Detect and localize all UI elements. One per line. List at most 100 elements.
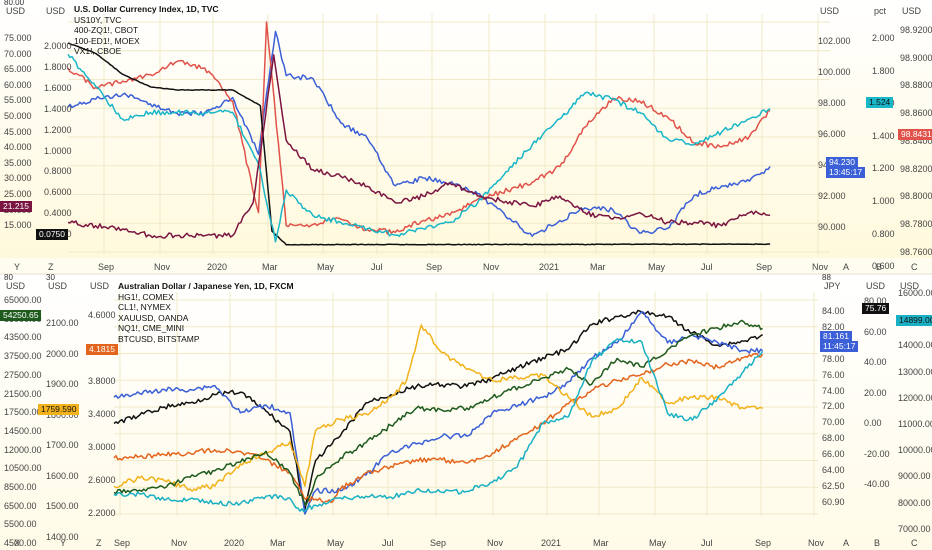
- axis-header-value: 80: [4, 273, 13, 282]
- x-tick-label: Mar: [270, 538, 286, 548]
- y-tick-label: 98.9000: [900, 52, 932, 63]
- y-tick-label: 30.000: [4, 173, 32, 184]
- y-tick-label: 37500.00: [4, 351, 42, 362]
- y-tick-label: 98.8400: [900, 135, 932, 146]
- y-tick-label: 1900.00: [46, 379, 79, 389]
- series-line-hg1-comex: [113, 310, 764, 515]
- y-tick-label: 3.8000: [88, 376, 116, 386]
- y-tick-label: 14000.00: [898, 340, 932, 351]
- y-tick-label: 40.000: [4, 142, 32, 153]
- y-tick-label: 1.0000: [44, 145, 72, 156]
- y-tick-label: -40.00: [864, 479, 890, 489]
- y-tick-label: 102.000: [818, 36, 851, 46]
- y-tick-label: 1.2000: [44, 124, 72, 135]
- series-line-us10y-tvc: [67, 21, 771, 235]
- series-line-u-s-dollar-currency-index-1d-tvc: [67, 30, 771, 237]
- legend-entry: VX1!, CBOE: [74, 46, 122, 56]
- y-tick-label: 0.600: [872, 261, 895, 272]
- axis-unit-label: USD: [46, 6, 66, 16]
- legend-entry: CL1!, NYMEX: [118, 302, 171, 312]
- y-tick-label: 75.000: [4, 33, 32, 43]
- y-tick-label: 98.8800: [900, 80, 932, 91]
- y-tick-label: 0.6000: [44, 187, 72, 198]
- y-tick-label: 2.000: [872, 33, 895, 43]
- axis-footer-letter: A: [843, 538, 850, 548]
- series-line-vx1-cboe: [67, 54, 771, 239]
- y-tick-label: 10000.00: [898, 445, 932, 456]
- axis-unit-label: USD: [902, 6, 922, 16]
- y-tick-label: 98.9200: [900, 25, 932, 35]
- series-line-nq1-cme-mini: [113, 319, 763, 507]
- y-tick-label: 64.00: [822, 465, 845, 475]
- y-tick-label: 5500.00: [4, 519, 37, 530]
- y-tick-label: 60.00: [864, 326, 887, 337]
- y-tick-label: 12000.00: [898, 392, 932, 403]
- last-value-badge: 21.215: [0, 201, 32, 212]
- y-tick-label: 98.000: [818, 98, 846, 108]
- legend-entry: XAUUSD, OANDA: [118, 312, 189, 323]
- x-tick-label: 2020: [207, 262, 228, 272]
- axis-footer-letter: Y: [14, 262, 21, 272]
- y-tick-label: 82.00: [822, 321, 845, 332]
- x-tick-label: 2020: [224, 538, 245, 548]
- x-tick-label: Nov: [171, 538, 188, 548]
- legend-entry: 100-ED1!, MOEX: [74, 35, 140, 46]
- y-tick-label: 15.000: [4, 220, 32, 231]
- y-tick-label: 2000.00: [46, 348, 79, 359]
- axis-footer-letter: C: [911, 262, 918, 272]
- y-tick-label: 43500.00: [4, 332, 42, 343]
- y-tick-label: 8500.00: [4, 482, 37, 492]
- y-tick-label: 3.0000: [88, 442, 116, 452]
- x-tick-label: Mar: [590, 262, 606, 272]
- y-tick-label: 65.000: [4, 64, 32, 75]
- axis-footer-letter: C: [911, 538, 918, 548]
- y-tick-label: 35.000: [4, 157, 32, 168]
- last-value-badge: 0.0750: [36, 229, 68, 240]
- x-tick-label: Jul: [371, 262, 383, 272]
- last-value-badge: 11:45:17: [820, 341, 859, 352]
- axis-unit-label: USD: [48, 281, 68, 291]
- legend-entry: Australian Dollar / Japanese Yen, 1D, FX…: [118, 281, 294, 291]
- y-tick-label: 1.200: [872, 163, 895, 174]
- axis-unit-label: USD: [6, 281, 26, 291]
- series-line-400-zq1-cbot: [67, 42, 771, 246]
- x-tick-label: Nov: [487, 538, 504, 548]
- y-tick-label: 1.800: [872, 65, 895, 76]
- x-tick-label: May: [648, 262, 666, 272]
- x-tick-label: May: [327, 538, 345, 548]
- y-tick-label: -20.00: [864, 448, 890, 459]
- last-value-badge: 1759.590: [38, 404, 80, 415]
- axis-footer-letter: A: [843, 262, 850, 272]
- y-tick-label: 16000.00: [898, 288, 932, 298]
- y-tick-label: 74.00: [822, 385, 845, 396]
- y-tick-label: 98.8200: [900, 163, 932, 174]
- x-tick-label: Sep: [755, 538, 772, 548]
- axis-unit-label: USD: [900, 281, 920, 291]
- last-value-badge: 4.1815: [86, 344, 118, 355]
- y-tick-label: 98.7600: [900, 246, 932, 257]
- panel-separator: [0, 258, 932, 274]
- y-tick-label: 78.00: [822, 353, 845, 364]
- y-tick-label: 90.000: [818, 222, 846, 232]
- y-tick-label: 2.0000: [44, 41, 72, 51]
- y-tick-label: 0.8000: [44, 166, 72, 177]
- y-tick-label: 98.8000: [900, 191, 932, 202]
- y-tick-label: 1.6000: [44, 82, 72, 93]
- y-tick-label: 25.000: [4, 189, 32, 199]
- axis-header-value: 88: [822, 273, 831, 282]
- x-tick-label: 2021: [539, 262, 560, 272]
- y-tick-label: 60.90: [822, 496, 845, 507]
- axis-footer-letter: Y: [60, 538, 67, 548]
- y-tick-label: 21500.00: [4, 388, 42, 399]
- axis-footer-letter: B: [876, 262, 883, 272]
- x-tick-label: Sep: [426, 262, 443, 272]
- x-tick-label: Nov: [812, 262, 829, 272]
- x-tick-label: Mar: [593, 538, 609, 548]
- axis-unit-label: JPY: [824, 281, 841, 291]
- x-tick-label: Nov: [154, 262, 171, 272]
- legend-entry: HG1!, COMEX: [118, 291, 174, 302]
- last-value-badge: 13:45:17: [826, 167, 866, 178]
- legend-entry: NQ1!, CME_MINI: [118, 323, 185, 333]
- y-tick-label: 40.00: [864, 357, 887, 367]
